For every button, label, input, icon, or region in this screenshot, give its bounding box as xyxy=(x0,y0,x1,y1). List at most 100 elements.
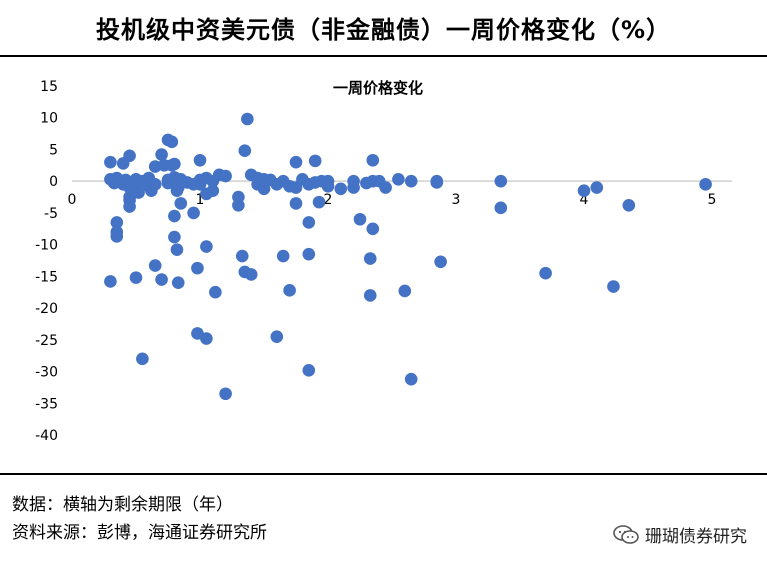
data-point xyxy=(607,280,620,293)
data-point xyxy=(257,182,271,196)
data-point xyxy=(308,154,322,168)
data-point xyxy=(187,206,200,220)
data-point xyxy=(200,187,213,201)
data-point xyxy=(168,230,181,244)
x-tick-label: 5 xyxy=(708,192,717,208)
data-point xyxy=(110,230,124,243)
x-tick-labels: 0 1 2 3 4 5 xyxy=(68,192,717,208)
y-tick-label: -30 xyxy=(35,365,58,381)
data-point xyxy=(123,200,136,213)
data-point xyxy=(353,212,367,226)
data-point xyxy=(238,144,252,158)
data-point xyxy=(171,276,185,290)
data-point xyxy=(334,182,348,196)
data-point xyxy=(347,181,360,194)
data-point xyxy=(165,135,179,149)
top-rule xyxy=(0,55,767,57)
data-point xyxy=(155,273,168,286)
data-point xyxy=(270,330,284,343)
data-point xyxy=(148,259,162,272)
y-tick-label: -15 xyxy=(35,269,58,285)
data-point xyxy=(232,198,245,212)
data-point xyxy=(276,249,290,263)
data-point xyxy=(430,174,444,188)
data-point xyxy=(170,243,184,257)
data-point xyxy=(539,266,552,280)
data-points xyxy=(104,112,712,401)
data-point xyxy=(200,332,213,345)
data-point xyxy=(289,197,303,210)
y-tick-label: -35 xyxy=(35,396,58,412)
data-point xyxy=(283,284,296,297)
data-point xyxy=(289,155,303,169)
watermark-text: 珊瑚债券研究 xyxy=(645,527,747,547)
y-tick-labels: 15 10 5 0 -5 -10 -15 -20 -25 -30 -35 -40 xyxy=(35,79,58,444)
data-point xyxy=(193,153,207,167)
bottom-rule xyxy=(0,473,767,475)
y-tick-label: -5 xyxy=(44,206,58,222)
y-tick-label: -40 xyxy=(35,428,58,444)
y-tick-label: -20 xyxy=(35,301,58,317)
data-point xyxy=(219,387,232,401)
plot-title: 一周价格变化 xyxy=(333,79,423,97)
data-point xyxy=(366,222,380,236)
data-point xyxy=(241,112,254,126)
data-point xyxy=(168,209,181,223)
data-point xyxy=(104,155,117,169)
data-point xyxy=(123,149,136,163)
data-point xyxy=(129,271,143,284)
y-tick-label: 0 xyxy=(49,174,58,190)
data-point xyxy=(312,195,326,209)
chart-title: 投机级中资美元债（非金融债）一周价格变化（%） xyxy=(95,16,672,44)
data-point xyxy=(363,289,377,302)
data-point xyxy=(379,181,392,194)
data-point xyxy=(136,352,149,366)
data-point xyxy=(404,372,418,386)
footer-note: 数据：横轴为剩余期限（年） xyxy=(12,495,233,515)
data-point xyxy=(434,255,447,269)
y-tick-label: -25 xyxy=(35,333,58,349)
data-point xyxy=(104,275,117,288)
data-point xyxy=(148,178,162,191)
data-point xyxy=(302,247,316,261)
data-point xyxy=(132,186,145,199)
data-point xyxy=(699,178,712,191)
x-tick-label: 3 xyxy=(452,192,461,208)
data-point xyxy=(110,216,124,229)
data-point xyxy=(404,174,418,188)
data-point xyxy=(398,284,412,298)
data-point xyxy=(155,148,168,161)
data-point xyxy=(174,172,188,186)
x-tick-label: 1 xyxy=(196,192,205,208)
y-tick-label: 10 xyxy=(40,111,58,127)
x-tick-label: 0 xyxy=(68,192,77,208)
data-point xyxy=(209,285,222,299)
data-point xyxy=(302,363,316,377)
y-tick-label: -10 xyxy=(35,238,58,254)
data-point xyxy=(302,216,316,229)
data-point xyxy=(577,184,591,197)
x-tick-label: 4 xyxy=(580,192,589,208)
data-point xyxy=(622,198,636,212)
y-tick-label: 5 xyxy=(49,142,58,158)
data-point xyxy=(366,153,380,167)
data-point xyxy=(494,174,508,188)
scatter-plot: 一周价格变化 15 10 5 0 -5 -10 -15 -20 -25 -30 -35 -40 0 1 2… xyxy=(35,79,732,444)
wechat-icon xyxy=(613,524,639,544)
footer-source: 资料来源：彭博，海通证券研究所 xyxy=(12,523,267,543)
data-point xyxy=(219,169,232,183)
data-point xyxy=(235,249,249,263)
data-point xyxy=(363,252,377,265)
x-tick-label: 2 xyxy=(324,192,333,208)
watermark: 珊瑚债券研究 xyxy=(613,522,747,547)
data-point xyxy=(321,179,335,193)
data-point xyxy=(244,268,258,281)
data-point xyxy=(200,240,213,253)
y-tick-label: 15 xyxy=(40,79,58,95)
data-point xyxy=(494,201,508,215)
data-point xyxy=(191,261,204,275)
data-point xyxy=(174,197,188,210)
data-point xyxy=(590,181,604,194)
data-point xyxy=(392,172,405,186)
data-point xyxy=(168,157,181,171)
